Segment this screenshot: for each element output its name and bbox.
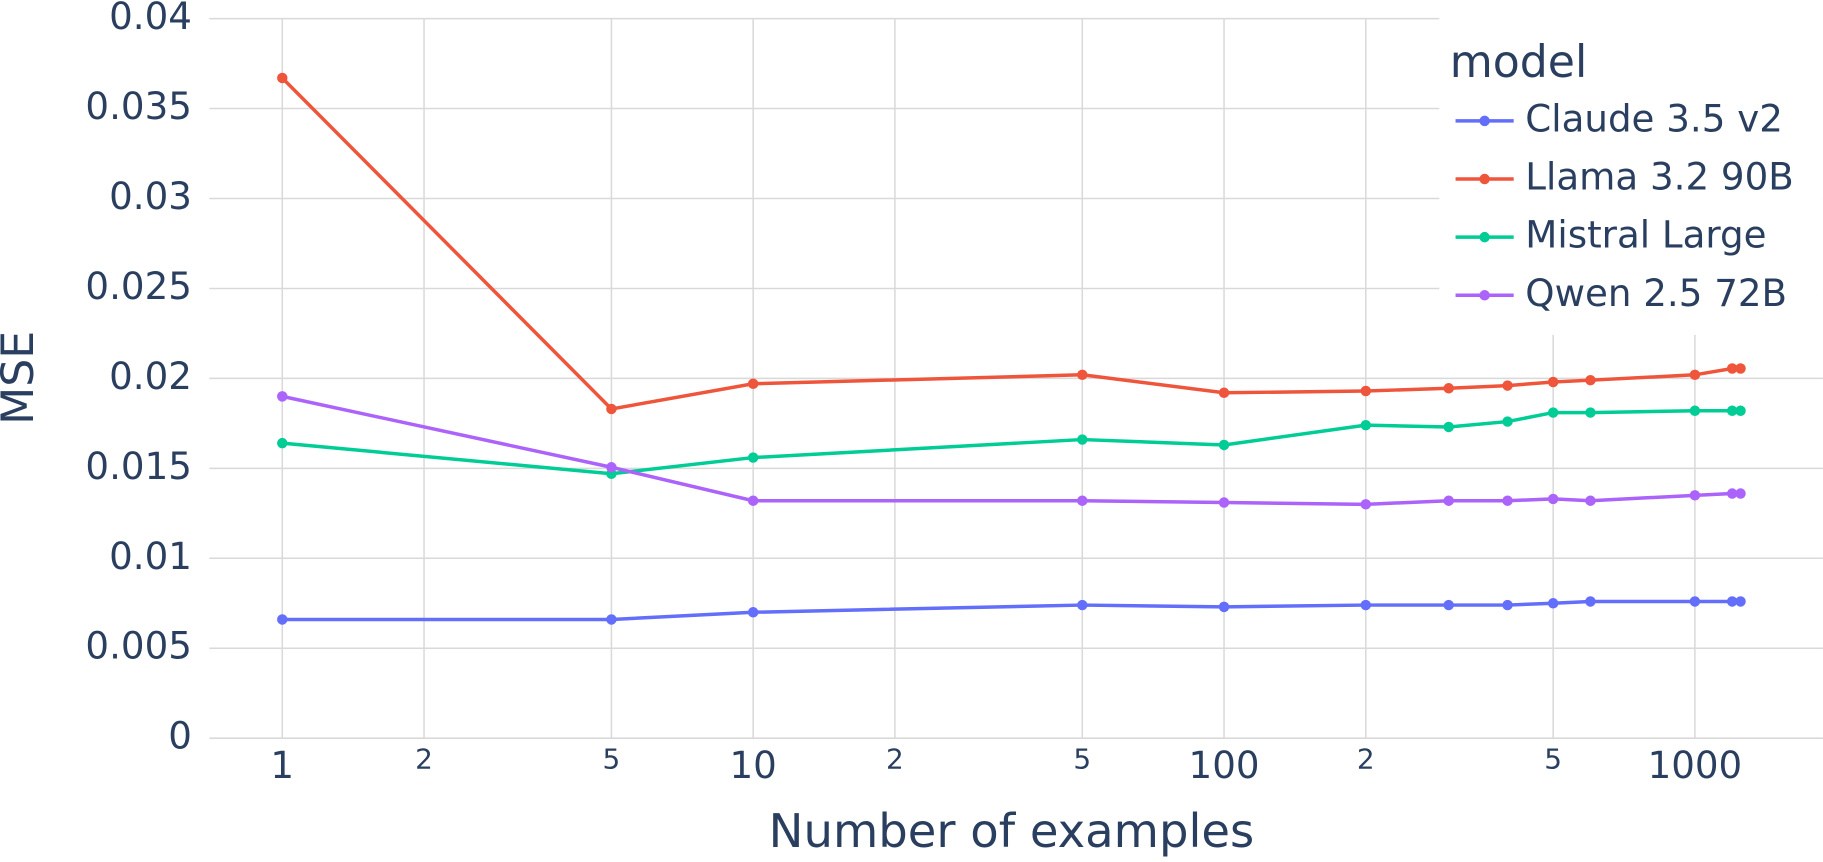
x-tick-label: 1000 xyxy=(1648,743,1743,787)
x-tick-label: 5 xyxy=(1073,742,1091,775)
data-point xyxy=(747,452,759,463)
data-point xyxy=(1726,363,1738,374)
y-tick-label: 0.04 xyxy=(109,0,192,38)
data-point xyxy=(747,495,759,506)
y-tick-label: 0.035 xyxy=(85,84,191,128)
legend-background xyxy=(1439,0,1823,335)
legend-marker xyxy=(1479,173,1490,185)
y-tick-label: 0.02 xyxy=(109,354,192,398)
data-point xyxy=(1360,385,1372,397)
data-point xyxy=(1547,598,1559,609)
data-point xyxy=(1077,599,1088,611)
data-point xyxy=(1502,416,1513,427)
data-point xyxy=(1689,596,1701,607)
data-point xyxy=(1726,596,1738,607)
x-tick-label: 2 xyxy=(886,742,904,775)
legend-label: Llama 3.2 90B xyxy=(1525,155,1793,199)
data-point xyxy=(1547,407,1559,418)
y-tick-label: 0.03 xyxy=(109,174,192,218)
y-tick-label: 0.025 xyxy=(85,264,191,308)
y-tick-label: 0 xyxy=(168,714,192,758)
data-point xyxy=(1585,495,1596,506)
data-point xyxy=(1689,369,1701,381)
data-point xyxy=(277,72,288,84)
data-point xyxy=(1735,596,1746,607)
data-point xyxy=(277,437,288,449)
data-point xyxy=(1443,599,1454,611)
data-point xyxy=(1735,363,1746,374)
x-tick-label: 2 xyxy=(415,742,433,775)
series-line xyxy=(281,394,1741,507)
data-point xyxy=(606,462,617,473)
legend-marker xyxy=(1479,290,1490,301)
data-point xyxy=(1360,499,1372,510)
data-point xyxy=(1077,434,1088,445)
data-point xyxy=(1585,374,1596,386)
data-point xyxy=(1077,369,1088,381)
legend-marker xyxy=(1479,115,1490,127)
data-point xyxy=(1689,490,1701,501)
data-point xyxy=(606,403,617,415)
data-point xyxy=(747,378,759,390)
series-line xyxy=(282,599,1741,622)
data-point xyxy=(1360,419,1372,431)
x-tick-label: 1 xyxy=(270,743,294,787)
data-point xyxy=(1443,383,1454,394)
y-tick-label: 0.015 xyxy=(85,444,191,488)
data-point xyxy=(1218,497,1230,508)
data-point xyxy=(1077,495,1088,506)
legend-marker xyxy=(1479,231,1490,243)
y-tick-label: 0.005 xyxy=(85,624,191,668)
data-point xyxy=(1502,599,1513,611)
data-point xyxy=(1585,596,1596,607)
data-point xyxy=(1585,407,1596,418)
y-axis-label: MSE xyxy=(0,331,44,425)
x-tick-label: 5 xyxy=(1544,742,1562,775)
x-tick-label: 2 xyxy=(1357,742,1375,775)
legend-label: Mistral Large xyxy=(1525,213,1766,257)
legend-label: Qwen 2.5 72B xyxy=(1525,271,1787,315)
legend: Claude 3.5 v2 Llama 3.2 90B Mistral Large Q… xyxy=(1455,96,1794,315)
data-point xyxy=(1689,405,1701,417)
legend-label: Claude 3.5 v2 xyxy=(1525,96,1783,140)
data-point xyxy=(277,614,288,625)
plot xyxy=(277,72,1746,625)
data-point xyxy=(1218,387,1230,399)
legend-title: model xyxy=(1450,37,1587,88)
data-point xyxy=(1735,405,1746,417)
y-tick-label: 0.01 xyxy=(109,534,192,578)
data-point xyxy=(606,614,617,625)
data-point xyxy=(1218,439,1230,451)
data-point xyxy=(277,391,288,402)
data-point xyxy=(1547,493,1559,505)
data-point xyxy=(747,607,759,618)
data-point xyxy=(1726,405,1738,417)
data-point xyxy=(1218,601,1230,613)
x-axis-label: Number of examples xyxy=(769,804,1255,858)
x-tick-label: 10 xyxy=(729,743,776,787)
x-tick-label: 5 xyxy=(603,742,621,775)
data-point xyxy=(1547,376,1559,388)
data-point xyxy=(1502,495,1513,506)
x-tick-label: 100 xyxy=(1189,743,1260,787)
data-point xyxy=(1443,495,1454,506)
data-point xyxy=(1502,380,1513,391)
data-point xyxy=(1443,421,1454,433)
data-point xyxy=(1360,599,1372,611)
data-point xyxy=(1735,488,1746,499)
data-point xyxy=(1726,488,1738,499)
